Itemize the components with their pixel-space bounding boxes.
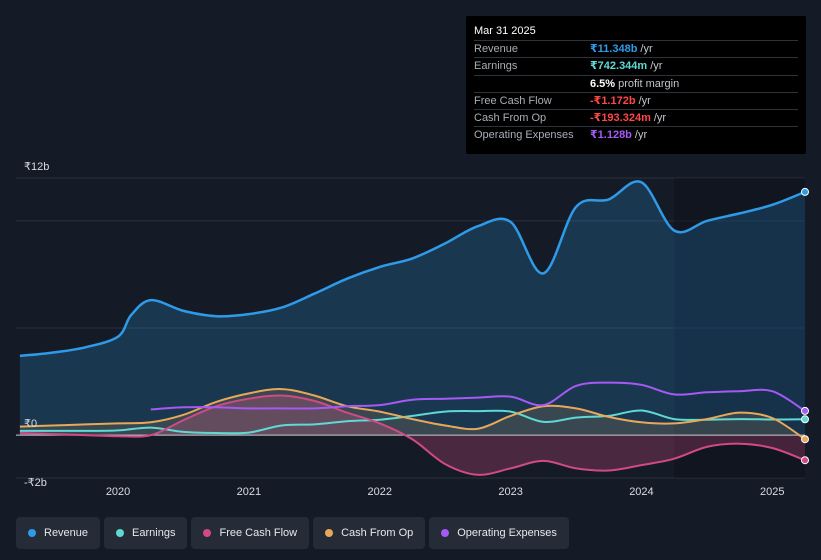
tooltip-value: -₹193.324m <box>590 112 651 125</box>
earnings-end-point <box>801 415 809 424</box>
legend-label: Revenue <box>44 527 89 539</box>
legend-item-cash-from-op[interactable]: Cash From Op <box>313 517 426 549</box>
y-tick-label: -₹2b <box>24 477 47 489</box>
tooltip-unit: /yr <box>653 112 667 125</box>
data-tooltip: Mar 31 2025 Revenue ₹11.348b /yr Earning… <box>466 16 806 154</box>
chart-area: ₹12b ₹0 -₹2b 2020 2021 2022 2023 2024 2025 <box>16 161 809 498</box>
cash-from-op-end-point <box>801 435 809 444</box>
forecast-shade <box>674 178 805 478</box>
x-axis-labels: 2020 2021 2022 2023 2024 2025 <box>106 486 785 498</box>
tooltip-label: Operating Expenses <box>474 129 574 142</box>
operating-expenses-line <box>150 381 806 412</box>
legend-dot-icon <box>203 529 212 537</box>
tooltip-unit: profit margin <box>618 77 680 90</box>
tooltip-row-free-cash-flow: Free Cash Flow -₹1.172b /yr <box>474 93 798 111</box>
legend-label: Operating Expenses <box>457 527 557 539</box>
tooltip-value: ₹742.344m <box>590 60 648 73</box>
tooltip-unit: /yr <box>634 129 648 142</box>
tooltip-value: ₹11.348b <box>590 43 638 55</box>
legend-label: Free Cash Flow <box>219 527 298 539</box>
cash-from-op-line <box>19 388 806 441</box>
tooltip-label: Cash From Op <box>474 112 547 125</box>
y-tick-label: ₹0 <box>24 418 37 430</box>
x-tick-label: 2024 <box>629 486 653 498</box>
legend-item-earnings[interactable]: Earnings <box>104 517 188 549</box>
tooltip-row-earnings: Earnings ₹742.344m /yr <box>474 58 798 76</box>
y-tick-label: ₹12b <box>24 161 49 173</box>
y-axis-labels: ₹12b ₹0 -₹2b <box>24 161 49 489</box>
series-lines <box>19 180 806 476</box>
revenue-end-point <box>801 187 809 196</box>
legend-item-operating-expenses[interactable]: Operating Expenses <box>429 517 569 549</box>
legend-dot-icon <box>28 529 36 537</box>
series-end-dots <box>801 187 809 465</box>
operating-expenses-end-point <box>801 406 809 415</box>
legend-dot-icon <box>116 529 125 537</box>
legend-dot-icon <box>441 529 450 537</box>
x-tick-label: 2022 <box>368 486 392 498</box>
legend-dot-icon <box>325 529 334 537</box>
revenue-area <box>19 181 805 436</box>
tooltip-row-revenue: Revenue ₹11.348b /yr <box>474 41 798 59</box>
x-tick-label: 2020 <box>106 486 130 498</box>
revenue-line <box>19 180 806 358</box>
tooltip-label: Revenue <box>474 43 519 55</box>
x-tick-label: 2023 <box>498 486 522 498</box>
tooltip-unit: /yr <box>650 60 663 73</box>
free-cash-flow-end-point <box>801 456 809 465</box>
tooltip-label: Free Cash Flow <box>474 94 552 107</box>
tooltip-unit: /yr <box>638 94 651 107</box>
legend-item-free-cash-flow[interactable]: Free Cash Flow <box>191 517 310 549</box>
tooltip-value: ₹1.128b <box>590 129 632 142</box>
tooltip-row-cash-from-op: Cash From Op -₹193.324m /yr <box>474 110 798 128</box>
tooltip-date: Mar 31 2025 <box>474 24 798 41</box>
tooltip-rows: Revenue ₹11.348b /yr Earnings ₹742.344m … <box>474 41 798 145</box>
x-tick-label: 2021 <box>237 486 261 498</box>
tooltip-row-profit-margin: 6.5% profit margin <box>474 76 798 93</box>
tooltip-row-operating-expenses: Operating Expenses ₹1.128b /yr <box>474 127 798 144</box>
tooltip-unit: /yr <box>640 43 653 55</box>
x-tick-label: 2025 <box>760 486 784 498</box>
tooltip-label <box>474 76 590 92</box>
legend-label: Earnings <box>132 527 176 539</box>
gridlines <box>16 177 805 479</box>
tooltip-value: -₹1.172b <box>590 94 636 107</box>
tooltip-label: Earnings <box>474 60 518 73</box>
legend-item-revenue[interactable]: Revenue <box>16 517 101 549</box>
earnings-line <box>19 409 806 435</box>
free-cash-flow-line <box>19 394 806 476</box>
legend-label: Cash From Op <box>341 527 414 539</box>
tooltip-value: 6.5% <box>590 77 616 90</box>
chart-legend: Revenue Earnings Free Cash Flow Cash Fro… <box>16 517 569 549</box>
cash-from-op-area <box>19 389 805 440</box>
